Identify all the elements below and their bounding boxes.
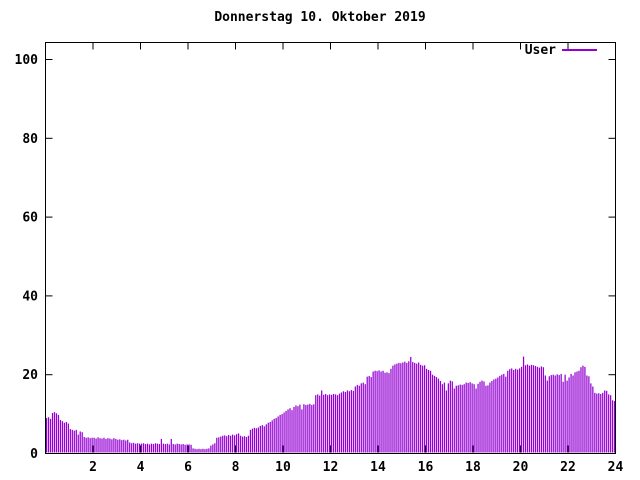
x-tick-label: 8 — [232, 460, 240, 475]
x-tick-label: 24 — [608, 460, 624, 475]
y-tick-label: 40 — [22, 289, 38, 304]
y-tick-label: 60 — [22, 211, 38, 226]
y-tick-label: 100 — [15, 53, 39, 68]
x-tick-label: 18 — [465, 460, 481, 475]
chart-title: Donnerstag 10. Oktober 2019 — [214, 10, 426, 25]
x-tick-label: 6 — [184, 460, 192, 475]
x-tick-label: 14 — [370, 460, 386, 475]
x-tick-label: 22 — [560, 460, 576, 475]
x-tick-label: 16 — [418, 460, 434, 475]
x-tick-label: 12 — [323, 460, 339, 475]
legend-label-user: User — [524, 43, 556, 58]
x-tick-label: 2 — [89, 460, 97, 475]
x-tick-label: 10 — [275, 460, 291, 475]
x-tick-label: 20 — [513, 460, 529, 475]
y-tick-label: 20 — [22, 368, 38, 383]
y-tick-label: 0 — [30, 447, 38, 462]
y-tick-label: 80 — [22, 132, 38, 147]
x-tick-label: 4 — [137, 460, 145, 475]
